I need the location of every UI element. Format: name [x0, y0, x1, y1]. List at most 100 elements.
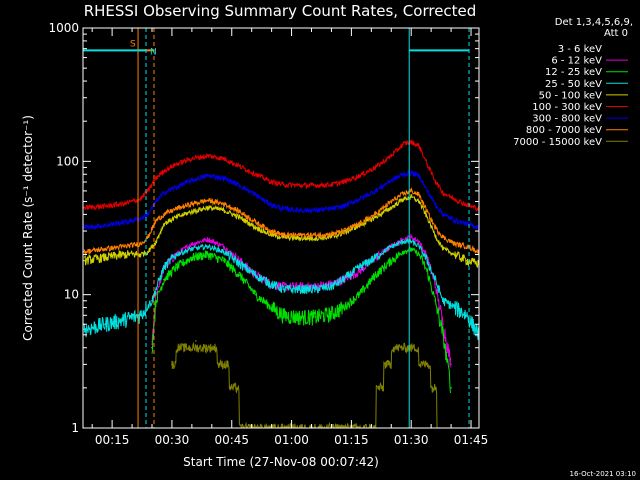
- data-point-300-800kev-28: [454, 219, 456, 222]
- data-point-50-100kev-1: [103, 256, 105, 259]
- data-point-300-800kev-19: [358, 198, 361, 200]
- data-point-3-6kev-2: [163, 293, 165, 296]
- data-point-12-25kev-17: [390, 259, 393, 262]
- data-point-6-12kev-20: [418, 240, 420, 243]
- data-point-100-300kev-25: [426, 163, 428, 166]
- data-point-25-50kev-13: [270, 283, 273, 285]
- data-point-300-800kev-24: [418, 174, 420, 177]
- data-point-25-50kev-20: [374, 256, 377, 259]
- data-point-50-100kev-0: [83, 259, 85, 262]
- data-point-12-25kev-11: [298, 316, 301, 318]
- data-point-800-7000kev-0: [83, 250, 85, 253]
- data-point-100-300kev-21: [390, 155, 393, 157]
- data-point-3-6kev-19: [410, 270, 413, 272]
- data-point-50-100kev-3: [139, 253, 141, 256]
- data-point-800-7000kev-3: [139, 243, 141, 245]
- data-point-300-800kev-27: [442, 213, 444, 216]
- data-point-800-7000kev-12: [254, 221, 257, 223]
- data-point-3-6kev-17: [390, 283, 393, 285]
- data-point-300-800kev-8: [191, 179, 193, 182]
- data-point-300-800kev-2: [123, 221, 125, 223]
- series-line-3-6kev: [151, 263, 452, 370]
- data-point-3-6kev-0: [151, 363, 153, 366]
- data-point-25-50kev-1: [103, 323, 105, 326]
- data-point-300-800kev-0: [83, 226, 85, 229]
- data-point-12-25kev-22: [434, 299, 436, 302]
- data-point-50-100kev-25: [426, 216, 428, 219]
- data-point-50-100kev-14: [282, 236, 285, 238]
- data-point-12-25kev-9: [270, 306, 273, 309]
- data-point-100-300kev-18: [342, 181, 345, 183]
- data-point-800-7000kev-25: [426, 210, 428, 213]
- data-point-100-300kev-12: [254, 173, 257, 176]
- data-point-12-25kev-8: [254, 293, 257, 296]
- legend-label: 25 - 50 keV: [545, 79, 602, 90]
- data-point-800-7000kev-9: [207, 199, 209, 202]
- x-tick-label: 00:30: [155, 433, 190, 447]
- data-point-12-25kev-21: [426, 270, 428, 272]
- data-point-800-7000kev-5: [155, 219, 157, 222]
- data-point-7000-15000kev-8: [378, 387, 381, 389]
- data-point-300-800kev-23: [410, 172, 413, 174]
- data-point-100-300kev-29: [466, 204, 468, 206]
- data-point-100-300kev-8: [191, 157, 193, 160]
- data-point-800-7000kev-13: [270, 230, 273, 232]
- data-point-800-7000kev-28: [454, 243, 456, 245]
- data-point-800-7000kev-21: [390, 200, 393, 203]
- data-point-50-100kev-27: [442, 248, 444, 250]
- data-point-50-100kev-8: [191, 210, 193, 213]
- data-point-100-300kev-0: [83, 206, 85, 209]
- data-point-7000-15000kev-13: [434, 387, 436, 389]
- data-point-50-100kev-28: [454, 253, 456, 256]
- y-tick-label: 10: [64, 288, 79, 302]
- data-point-100-300kev-13: [270, 181, 273, 183]
- data-point-25-50kev-15: [298, 288, 301, 290]
- legend-label: 7000 - 15000 keV: [513, 137, 602, 148]
- data-point-100-300kev-27: [442, 192, 444, 194]
- data-point-50-100kev-26: [434, 234, 436, 236]
- data-point-100-300kev-23: [410, 141, 413, 143]
- y-tick-label: 1: [71, 421, 79, 435]
- data-point-300-800kev-15: [298, 209, 301, 212]
- legend-label: 50 - 100 keV: [539, 90, 603, 101]
- data-point-800-7000kev-6: [163, 213, 165, 216]
- data-point-300-800kev-3: [139, 218, 141, 220]
- data-point-300-800kev-12: [254, 194, 257, 196]
- data-point-100-300kev-16: [314, 184, 317, 187]
- data-point-300-800kev-9: [207, 174, 209, 177]
- series-line-100-300kev: [83, 139, 479, 212]
- data-point-25-50kev-11: [238, 263, 241, 265]
- data-point-800-7000kev-20: [374, 213, 377, 216]
- x-tick-label: 01:00: [274, 433, 309, 447]
- data-point-7000-15000kev-11: [410, 346, 413, 349]
- data-point-100-300kev-11: [238, 165, 241, 167]
- data-point-6-12kev-22: [434, 283, 436, 285]
- data-point-300-800kev-4: [147, 213, 149, 216]
- data-point-12-25kev-20: [418, 253, 420, 256]
- data-point-7000-15000kev-2: [195, 340, 197, 342]
- data-point-100-300kev-19: [358, 174, 361, 177]
- data-point-12-25kev-1: [155, 299, 157, 302]
- data-point-3-6kev-13: [330, 340, 333, 342]
- data-point-3-6kev-6: [222, 270, 225, 272]
- flag-markers: SN: [82, 28, 470, 428]
- data-point-50-100kev-23: [410, 196, 413, 198]
- data-point-7000-15000kev-1: [179, 346, 181, 349]
- data-point-7000-15000kev-5: [234, 387, 237, 389]
- data-point-25-50kev-27: [442, 299, 444, 302]
- data-series: [83, 139, 479, 428]
- data-point-25-50kev-24: [418, 245, 420, 248]
- data-point-25-50kev-4: [151, 299, 153, 302]
- data-point-25-50kev-2: [123, 318, 125, 321]
- data-point-25-50kev-7: [175, 253, 177, 256]
- data-point-800-7000kev-11: [238, 210, 241, 213]
- data-point-50-100kev-11: [238, 216, 241, 219]
- data-point-100-300kev-4: [147, 190, 149, 192]
- data-point-800-7000kev-16: [314, 234, 317, 236]
- data-point-50-100kev-29: [466, 259, 468, 262]
- data-point-3-6kev-8: [254, 306, 257, 309]
- data-point-300-800kev-25: [426, 190, 428, 192]
- data-point-100-300kev-14: [282, 183, 285, 186]
- data-point-300-800kev-11: [238, 184, 241, 187]
